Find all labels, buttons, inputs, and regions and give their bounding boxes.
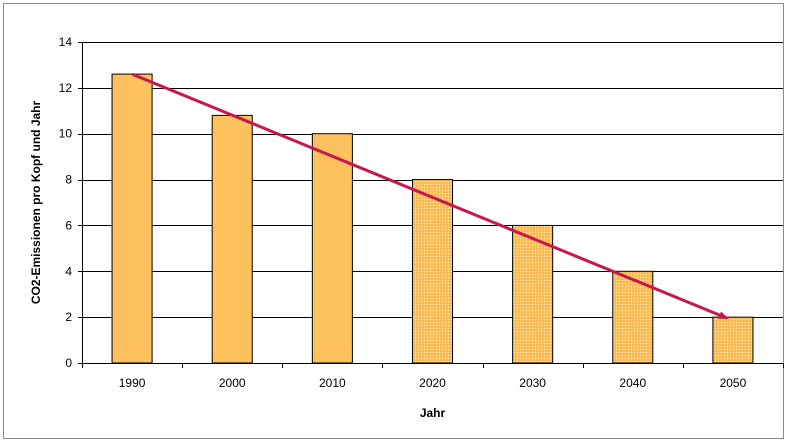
y-tick-label-6: 6 bbox=[65, 218, 72, 232]
bars bbox=[111, 73, 754, 364]
y-tick-label-2: 2 bbox=[65, 310, 72, 324]
y-tick-label-8: 8 bbox=[65, 173, 72, 187]
axes bbox=[78, 42, 784, 368]
x-tick-label-2020: 2020 bbox=[419, 376, 446, 390]
bar-1990 bbox=[111, 73, 153, 364]
y-tick-label-14: 14 bbox=[59, 35, 73, 49]
x-tick-label-2050: 2050 bbox=[720, 376, 747, 390]
trend-arrow-layer bbox=[131, 72, 729, 320]
bar-2000 bbox=[211, 114, 253, 364]
bar-2030 bbox=[512, 224, 554, 364]
x-tick-label-2030: 2030 bbox=[519, 376, 546, 390]
y-tick-label-4: 4 bbox=[65, 264, 72, 278]
x-tick-label-1990: 1990 bbox=[119, 376, 146, 390]
bar-chart: 0 2 4 6 8 10 12 14 1990 2000 2010 2020 2030 2040 2050… bbox=[29, 35, 784, 420]
y-tick-label-12: 12 bbox=[59, 81, 73, 95]
chart-frame: 0 2 4 6 8 10 12 14 1990 2000 2010 2020 2030 2040 2050… bbox=[3, 3, 784, 439]
x-axis-tick-labels: 1990 2000 2010 2020 2030 2040 2050 bbox=[119, 376, 747, 390]
trend-arrow bbox=[131, 72, 729, 320]
y-tick-label-0: 0 bbox=[65, 356, 72, 370]
x-tick-label-2010: 2010 bbox=[319, 376, 346, 390]
bar-2020 bbox=[411, 179, 454, 364]
x-tick-label-2000: 2000 bbox=[219, 376, 246, 390]
x-axis-title: Jahr bbox=[420, 406, 446, 420]
bar-2050 bbox=[712, 316, 754, 364]
bar-2010 bbox=[311, 133, 353, 364]
x-tick-label-2040: 2040 bbox=[619, 376, 646, 390]
y-tick-label-10: 10 bbox=[59, 127, 73, 141]
y-axis-tick-labels: 0 2 4 6 8 10 12 14 bbox=[59, 35, 73, 370]
y-axis-title: CO2-Emissionen pro Kopf und Jahr bbox=[29, 101, 43, 305]
